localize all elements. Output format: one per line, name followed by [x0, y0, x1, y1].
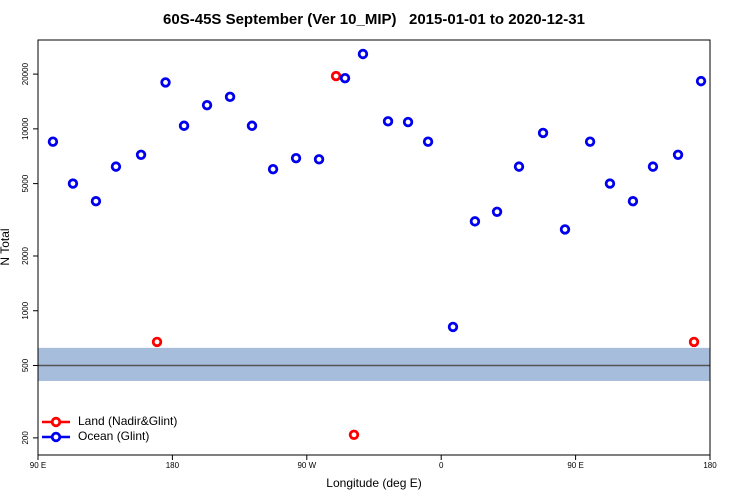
point: [584, 136, 596, 147]
point: [178, 120, 190, 131]
legend-marker: [50, 431, 62, 443]
point: [422, 136, 434, 147]
point: [447, 321, 459, 333]
point: [469, 216, 481, 227]
point: [402, 116, 414, 128]
y-tick-label: 2000: [21, 247, 30, 265]
point: [348, 429, 360, 440]
chart-title: 60S-45S September (Ver 10_MIP) 2015-01-0…: [163, 11, 585, 28]
y-tick-label: 10000: [21, 117, 30, 140]
point: [627, 196, 639, 207]
x-tick-label: 180: [166, 461, 180, 470]
x-tick-label: 0: [439, 461, 444, 470]
point: [224, 91, 236, 103]
point: [339, 72, 351, 84]
point: [537, 127, 549, 139]
y-tick-label: 20000: [21, 62, 30, 85]
y-tick-label: 5000: [21, 174, 30, 192]
point: [90, 196, 102, 207]
point: [513, 161, 525, 172]
point: [290, 152, 302, 164]
y-tick-label: 500: [21, 358, 30, 372]
point: [330, 70, 342, 82]
point: [672, 149, 684, 161]
legend-marker: [50, 416, 62, 428]
point: [151, 336, 163, 348]
point: [313, 154, 325, 165]
point: [267, 164, 279, 175]
point: [67, 178, 79, 189]
point: [382, 116, 394, 127]
legend-label: Ocean (Glint): [78, 429, 149, 443]
point: [559, 224, 571, 235]
point: [604, 178, 616, 189]
plot-frame: [37, 39, 711, 456]
point: [688, 336, 700, 348]
point: [135, 149, 147, 161]
x-axis-label: Longitude (deg E): [326, 476, 421, 490]
point: [160, 77, 171, 88]
point: [491, 206, 503, 217]
point: [246, 120, 258, 131]
y-tick-label: 200: [21, 431, 30, 445]
band: [38, 347, 710, 381]
point: [110, 161, 122, 172]
point: [695, 75, 707, 87]
legend-label: Land (Nadir&Glint): [78, 414, 177, 428]
x-tick-label: 90 W: [297, 461, 316, 470]
x-tick-label: 90 E: [30, 461, 46, 470]
y-axis-label: N Total: [0, 228, 12, 265]
x-tick-label: 180: [703, 461, 717, 470]
point: [357, 48, 369, 60]
point: [647, 161, 659, 172]
y-tick-label: 1000: [21, 301, 30, 319]
x-tick-label: 90 E: [567, 461, 583, 470]
point: [47, 136, 59, 147]
point: [201, 99, 213, 111]
